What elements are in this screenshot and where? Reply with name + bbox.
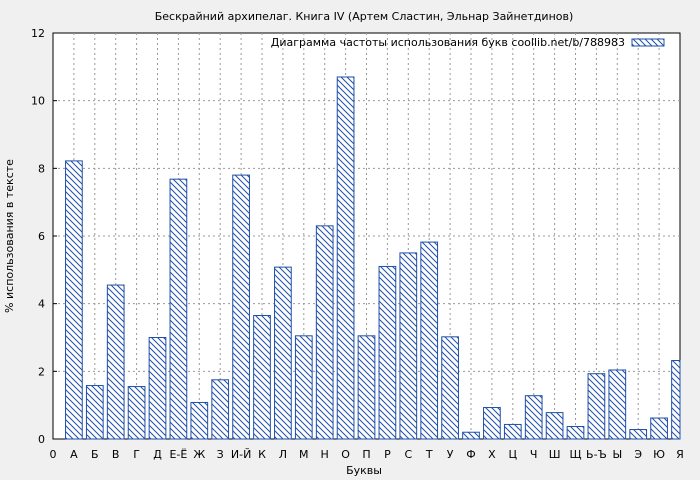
bar-Ц	[503, 423, 522, 440]
chart-title: Бескрайний архипелаг. Книга IV (Артем Сл…	[155, 10, 574, 23]
bar-У	[441, 336, 459, 440]
bar-Ж	[190, 401, 209, 440]
x-tick-label: Р	[384, 448, 391, 461]
x-tick-label: Л	[279, 448, 287, 461]
bar-О	[336, 76, 355, 440]
x-tick-label: К	[258, 448, 266, 461]
bar-Л	[274, 266, 292, 440]
bar-Х	[483, 407, 501, 440]
y-tick-label: 8	[38, 162, 45, 175]
x-tick-label: Щ	[569, 448, 581, 461]
y-tick-label: 12	[31, 27, 45, 40]
x-tick-label: О	[341, 448, 350, 461]
x-tick-label: С	[404, 448, 412, 461]
legend: Диаграмма частоты использования букв coo…	[271, 36, 665, 49]
x-axis-label: Буквы	[346, 464, 382, 477]
bar-Д	[148, 337, 167, 440]
x-tick-label: З	[217, 448, 224, 461]
x-tick-label: Ы	[612, 448, 622, 461]
y-tick-label: 10	[31, 95, 45, 108]
y-tick-label: 6	[38, 230, 45, 243]
bar-Я	[671, 360, 681, 440]
bar-С	[399, 252, 418, 440]
bar-К	[253, 315, 271, 440]
bar-Ы	[608, 369, 627, 440]
bar-Щ	[566, 425, 585, 440]
bar-З	[211, 379, 230, 440]
x-tick-label: Б	[91, 448, 99, 461]
x-tick-label: 0	[50, 448, 57, 461]
x-tick-label: Ф	[466, 448, 475, 461]
y-tick-label: 0	[38, 433, 45, 446]
bars	[65, 76, 681, 440]
x-tick-label: Я	[676, 448, 684, 461]
x-tick-label: Э	[634, 448, 642, 461]
x-tick-label: П	[362, 448, 370, 461]
x-tick-label: Ю	[653, 448, 665, 461]
bar-Н	[315, 225, 334, 440]
x-tick-label: Д	[153, 448, 162, 461]
bar-Б	[85, 385, 104, 440]
x-tick-label: А	[70, 448, 78, 461]
x-tick-labels: 0 А Б В Г Д Е-Ё Ж З И-Й К Л М Н О П Р С Т У Ф Х Ц Ч Ш Щ Ь-Ъ Ы Э Ю Я	[50, 448, 684, 461]
x-tick-label: Н	[321, 448, 329, 461]
x-tick-label: М	[299, 448, 309, 461]
x-tick-label: Е-Ё	[169, 448, 187, 461]
x-tick-label: В	[112, 448, 120, 461]
y-tick-labels: 0 2 4 6 8 10 12	[31, 27, 45, 446]
bar-Э	[629, 429, 648, 440]
x-tick-label: У	[447, 448, 454, 461]
y-tick-label: 4	[38, 298, 45, 311]
bar-Ш	[545, 412, 564, 440]
bar-М	[294, 335, 313, 440]
bar-И-Й	[232, 174, 250, 440]
bar-Т	[420, 241, 439, 440]
x-tick-label: Ц	[509, 448, 518, 461]
bar-П	[357, 335, 376, 440]
x-tick-label: Ж	[193, 448, 205, 461]
bar-Ч	[524, 395, 543, 440]
legend-label: Диаграмма частоты использования букв coo…	[271, 36, 625, 49]
x-tick-label: Ш	[549, 448, 561, 461]
bar-Ю	[650, 417, 668, 440]
legend-swatch	[631, 38, 665, 47]
y-tick-label: 2	[38, 365, 45, 378]
x-tick-label: Х	[488, 448, 496, 461]
bar-А	[65, 160, 83, 440]
x-tick-label: Т	[425, 448, 433, 461]
bar-Ь-Ъ	[587, 373, 606, 440]
bar-Ф	[462, 431, 480, 440]
x-tick-label: Ч	[530, 448, 538, 461]
y-axis-label: % использования в тексте	[3, 159, 16, 313]
bar-Г	[127, 386, 146, 440]
bar-Е-Ё	[169, 178, 188, 440]
x-tick-label: И-Й	[231, 448, 251, 461]
x-tick-label: Ь-Ъ	[586, 448, 607, 461]
bar-Р	[378, 265, 397, 440]
bar-В	[106, 284, 125, 440]
x-tick-label: Г	[133, 448, 140, 461]
